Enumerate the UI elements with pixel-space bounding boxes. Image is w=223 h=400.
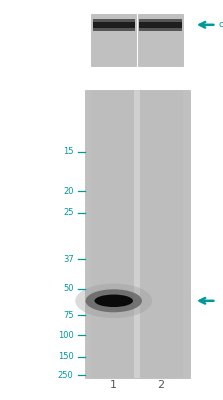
Bar — [138, 14, 183, 66]
Text: 150: 150 — [58, 352, 74, 361]
Bar — [93, 19, 135, 31]
Bar — [139, 19, 182, 31]
Text: 2: 2 — [157, 380, 164, 390]
Text: 50: 50 — [63, 284, 74, 293]
Text: 20: 20 — [63, 187, 74, 196]
Bar — [91, 14, 136, 66]
Text: 25: 25 — [63, 208, 74, 217]
Text: 250: 250 — [58, 371, 74, 380]
Ellipse shape — [95, 294, 133, 307]
Ellipse shape — [86, 289, 142, 312]
Ellipse shape — [75, 284, 152, 318]
Text: control: control — [219, 20, 223, 29]
Bar — [138, 90, 183, 378]
Text: 15: 15 — [63, 148, 74, 156]
Text: 1: 1 — [110, 380, 117, 390]
Bar — [85, 90, 190, 378]
Bar — [91, 90, 136, 378]
Text: 75: 75 — [63, 311, 74, 320]
Text: 37: 37 — [63, 255, 74, 264]
Bar — [139, 22, 182, 28]
Text: 100: 100 — [58, 331, 74, 340]
Bar — [134, 90, 140, 378]
Bar — [93, 22, 135, 28]
